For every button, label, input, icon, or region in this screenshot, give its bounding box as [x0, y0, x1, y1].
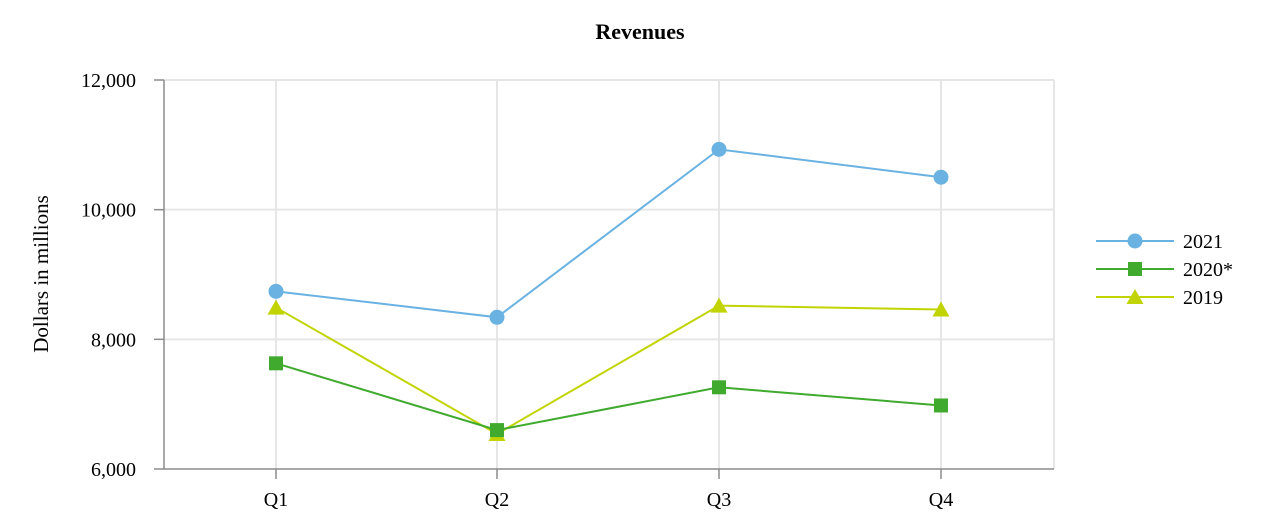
y-tick-label: 12,000 — [81, 70, 136, 92]
data-point-marker — [268, 283, 284, 299]
legend-label: 2021 — [1183, 231, 1223, 253]
legend-marker — [1128, 262, 1142, 276]
data-point-marker — [269, 356, 283, 371]
legend-label: 2019 — [1183, 287, 1223, 309]
y-tick-label: 8,000 — [91, 329, 136, 351]
legend-item: 2021 — [1096, 231, 1223, 253]
y-axis-label: Dollars in millions — [29, 195, 53, 353]
legend-marker — [1126, 289, 1144, 304]
x-tick-label: Q1 — [264, 489, 288, 511]
data-point-marker — [489, 309, 505, 325]
data-point-marker — [932, 301, 950, 317]
x-tick-label: Q4 — [929, 489, 953, 511]
data-point-marker — [934, 398, 948, 413]
axes: 6,000 8,000 10,000 12,000 Q1 Q2 Q3 Q4 — [81, 70, 1054, 511]
series-line — [275, 304, 942, 436]
gridlines — [164, 79, 1055, 469]
legend-item: 2019 — [1096, 287, 1223, 309]
series-line — [275, 148, 942, 319]
legend: 2021 2020* 2019 — [1096, 231, 1233, 309]
x-tick-label: Q2 — [485, 489, 509, 511]
y-tick-label: 6,000 — [91, 459, 136, 481]
chart-title: Revenues — [595, 19, 685, 44]
series-2021 — [268, 141, 949, 325]
legend-marker — [1127, 233, 1143, 249]
legend-label: 2020* — [1183, 259, 1233, 281]
x-tick-label: Q3 — [707, 489, 731, 511]
data-point-marker — [711, 141, 727, 157]
data-point-marker — [490, 423, 504, 438]
data-point-marker — [712, 380, 726, 395]
data-point-marker — [933, 169, 949, 185]
data-point-marker — [267, 299, 285, 315]
series-line — [275, 362, 942, 432]
y-tick-label: 10,000 — [81, 200, 136, 222]
series-2020 — [269, 356, 948, 438]
legend-item: 2020* — [1096, 259, 1233, 281]
series-2019 — [267, 297, 950, 441]
series-lines — [267, 141, 950, 441]
data-point-marker — [710, 297, 728, 313]
